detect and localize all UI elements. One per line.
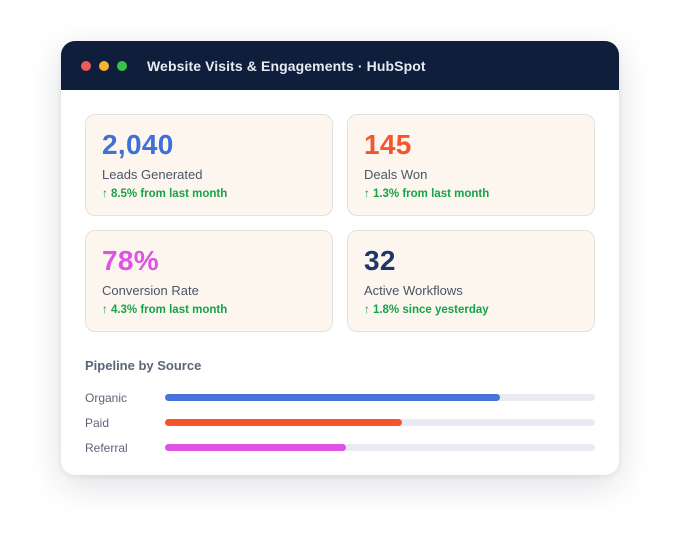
pipeline-row-organic: Organic [85,385,595,410]
pipeline-fill-referral [165,444,346,451]
title-bar: Website Visits & Engagements · HubSpot [61,41,619,90]
stat-value: 2,040 [102,129,316,161]
stat-value: 78% [102,245,316,277]
pipeline-row-referral: Referral [85,435,595,460]
pipeline-track [165,394,595,401]
stat-label: Deals Won [364,167,578,182]
stat-label: Active Workflows [364,283,578,298]
maximize-window-dot[interactable] [117,61,127,71]
stats-grid: 2,040 Leads Generated ↑ 8.5% from last m… [85,114,595,332]
minimize-window-dot[interactable] [99,61,109,71]
stat-card-workflows: 32 Active Workflows ↑ 1.8% since yesterd… [347,230,595,332]
pipeline-row-paid: Paid [85,410,595,435]
pipeline-label: Organic [85,391,165,405]
pipeline-label: Referral [85,441,165,455]
pipeline-label: Paid [85,416,165,430]
pipeline-section: Pipeline by Source Organic Paid Referral [85,358,595,460]
stat-card-deals: 145 Deals Won ↑ 1.3% from last month [347,114,595,216]
stat-change: ↑ 4.3% from last month [102,304,316,316]
stat-change: ↑ 1.8% since yesterday [364,304,578,316]
stat-card-leads: 2,040 Leads Generated ↑ 8.5% from last m… [85,114,333,216]
stat-label: Conversion Rate [102,283,316,298]
stat-value: 145 [364,129,578,161]
pipeline-fill-paid [165,419,402,426]
stat-value: 32 [364,245,578,277]
pipeline-track [165,419,595,426]
stat-card-conversion: 78% Conversion Rate ↑ 4.3% from last mon… [85,230,333,332]
pipeline-title: Pipeline by Source [85,358,595,373]
window-title: Website Visits & Engagements · HubSpot [147,58,426,74]
close-window-dot[interactable] [81,61,91,71]
stat-change: ↑ 8.5% from last month [102,188,316,200]
app-window: Website Visits & Engagements · HubSpot 2… [61,41,619,475]
pipeline-track [165,444,595,451]
stat-change: ↑ 1.3% from last month [364,188,578,200]
stat-label: Leads Generated [102,167,316,182]
pipeline-fill-organic [165,394,500,401]
